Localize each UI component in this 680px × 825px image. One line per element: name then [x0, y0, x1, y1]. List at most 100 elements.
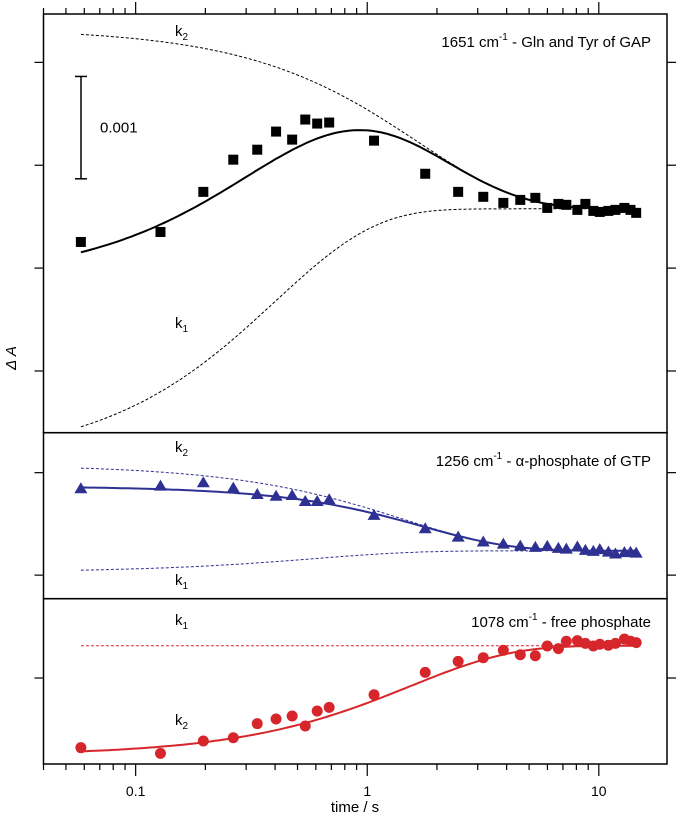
- data-point-square: [271, 126, 282, 137]
- panel-top: 1651 cm-1 - Gln and Tyr of GAP k2 k1: [34, 23, 676, 428]
- data-point-triangle: [593, 543, 607, 555]
- data-point-triangle: [250, 487, 264, 499]
- rate-constant-subscript: 2: [183, 32, 189, 43]
- title-superscript: -1: [499, 32, 508, 43]
- rate-constant-subscript: 1: [183, 621, 189, 632]
- data-point-circle: [286, 710, 298, 722]
- data-point-square: [594, 206, 605, 217]
- data-point-square: [228, 154, 239, 165]
- data-point-triangle: [559, 542, 573, 554]
- rate-constant-subscript: 2: [183, 448, 189, 459]
- k2-component-curve: [80, 33, 637, 210]
- data-point-triangle: [285, 489, 299, 501]
- y-axis-label: Δ A: [3, 346, 20, 371]
- data-point-square: [561, 199, 572, 210]
- data-point-circle: [419, 666, 431, 678]
- data-point-circle: [251, 718, 263, 730]
- title-main: 1651 cm: [441, 34, 499, 51]
- data-point-square: [287, 134, 298, 145]
- rate-constant-subscript: 1: [183, 324, 189, 335]
- x-tick-label: 0.1: [126, 783, 146, 799]
- rate-constant-k: k: [175, 315, 183, 332]
- data-point-triangle: [540, 539, 554, 551]
- fit-curve: [80, 644, 637, 753]
- rate-constant-label: k2: [175, 23, 189, 43]
- panel-title-middle: 1256 cm-1 - α-phosphate of GTP: [436, 451, 651, 470]
- data-point-circle: [154, 747, 166, 759]
- rate-constant-label: k1: [175, 572, 189, 592]
- data-point-circle: [560, 635, 572, 647]
- rate-constant-subscript: 1: [183, 581, 189, 592]
- data-point-circle: [630, 637, 642, 649]
- data-point-square: [619, 202, 630, 213]
- data-point-circle: [197, 735, 209, 747]
- data-point-circle: [609, 637, 621, 649]
- data-point-triangle: [578, 543, 592, 555]
- data-point-triangle: [367, 508, 381, 520]
- data-point-square: [498, 197, 509, 208]
- data-point-square: [300, 114, 311, 125]
- data-point-square: [324, 117, 335, 128]
- rate-constant-k: k: [175, 612, 183, 629]
- data-point-circle: [452, 655, 464, 667]
- data-point-square: [603, 205, 614, 216]
- data-point-triangle: [153, 479, 167, 491]
- panel-frames: [42, 13, 668, 765]
- title-rest: - Gln and Tyr of GAP: [508, 34, 651, 51]
- data-point-circle: [529, 650, 541, 662]
- data-point-triangle: [269, 489, 283, 501]
- rate-constant-subscript: 2: [183, 721, 189, 732]
- data-point-triangle: [74, 482, 88, 494]
- panel-frame-bottom: [42, 597, 668, 765]
- k1-component-curve: [80, 550, 637, 571]
- title-rest: - α-phosphate of GTP: [502, 453, 651, 470]
- data-point-triangle: [570, 540, 584, 552]
- rate-constant-label: k1: [175, 612, 189, 632]
- data-point-square: [553, 198, 564, 209]
- data-point-triangle: [226, 481, 240, 493]
- data-point-triangle: [551, 541, 565, 553]
- x-tick-label: 1: [363, 783, 371, 799]
- data-point-circle: [514, 649, 526, 661]
- title-rest: - free phosphate: [538, 614, 651, 631]
- data-point-circle: [541, 640, 553, 652]
- scale-bar-label: 0.001: [100, 120, 138, 137]
- data-point-square: [530, 192, 541, 203]
- data-point-square: [478, 191, 489, 202]
- data-point-circle: [594, 638, 606, 650]
- data-point-triangle: [196, 476, 210, 488]
- panel-title-bottom: 1078 cm-1 - free phosphate: [471, 612, 651, 631]
- data-point-circle: [477, 652, 489, 664]
- rate-constant-label: k2: [175, 439, 189, 459]
- data-point-square: [312, 118, 323, 129]
- data-point-square: [198, 186, 209, 197]
- data-point-circle: [227, 732, 239, 744]
- rate-constant-k: k: [175, 712, 183, 729]
- title-superscript: -1: [529, 612, 538, 623]
- x-tick-label: 10: [591, 783, 607, 799]
- data-point-square: [453, 186, 464, 197]
- data-point-square: [588, 205, 599, 216]
- data-point-triangle: [496, 537, 510, 549]
- fit-curve: [80, 486, 637, 552]
- rate-constant-label: k2: [175, 712, 189, 732]
- data-point-circle: [323, 701, 335, 713]
- k1-component-curve: [80, 208, 637, 428]
- data-point-circle: [552, 643, 564, 655]
- panel-middle: 1256 cm-1 - α-phosphate of GTP k2 k1: [34, 439, 676, 592]
- title-superscript: -1: [493, 451, 502, 462]
- data-point-square: [610, 204, 621, 215]
- data-point-triangle: [608, 547, 622, 559]
- data-point-triangle: [310, 494, 324, 506]
- data-point-triangle: [528, 540, 542, 552]
- panel-frame-top: [42, 13, 668, 434]
- data-point-triangle: [418, 522, 432, 534]
- data-point-triangle: [601, 545, 615, 557]
- data-point-triangle: [513, 539, 527, 551]
- data-point-square: [252, 144, 263, 155]
- title-main: 1256 cm: [436, 453, 494, 470]
- data-point-square: [572, 204, 583, 215]
- scale-bar: 0.001: [75, 75, 138, 180]
